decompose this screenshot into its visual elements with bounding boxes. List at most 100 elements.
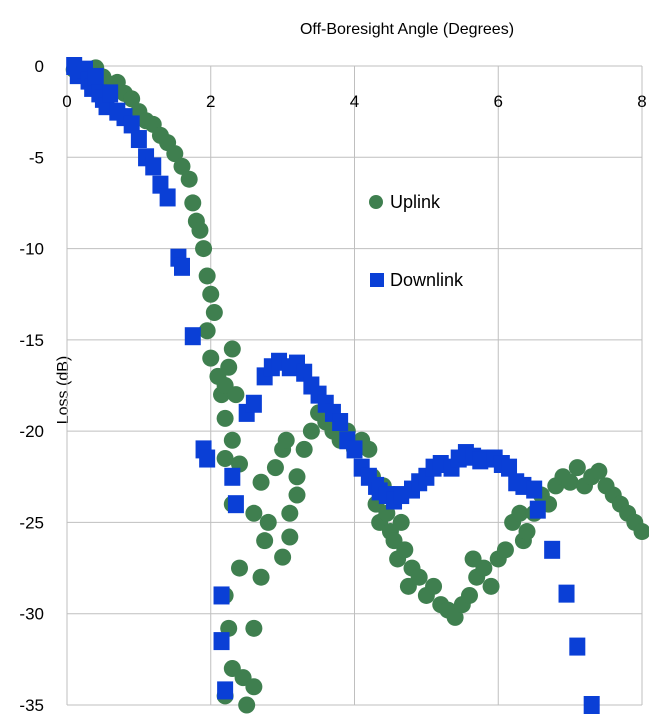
data-point-downlink: [224, 467, 241, 486]
data-point-uplink: [277, 431, 295, 449]
data-point-uplink: [266, 459, 284, 477]
legend-label-uplink: Uplink: [390, 192, 441, 212]
data-point-downlink: [529, 500, 546, 519]
data-point-uplink: [216, 450, 234, 468]
data-point-uplink: [475, 559, 493, 577]
data-point-uplink: [568, 459, 586, 477]
y-tick-label: -25: [19, 513, 44, 532]
data-point-downlink: [87, 67, 104, 86]
legend-item-uplink: Uplink: [369, 192, 441, 212]
legend-marker-uplink: [369, 195, 383, 209]
data-point-downlink: [199, 449, 216, 468]
data-point-uplink: [281, 504, 299, 522]
data-point-uplink: [561, 473, 579, 491]
legend: Uplink Downlink: [369, 192, 464, 290]
data-point-downlink: [332, 413, 349, 432]
data-point-uplink: [446, 608, 464, 626]
data-point-uplink: [425, 577, 443, 595]
data-point-downlink: [583, 696, 600, 714]
data-point-uplink: [302, 422, 320, 440]
legend-label-downlink: Downlink: [390, 270, 464, 290]
x-tick-label: 8: [637, 92, 646, 111]
data-point-downlink: [145, 157, 162, 176]
data-point-uplink: [227, 386, 245, 404]
y-tick-label: -35: [19, 696, 44, 715]
data-point-uplink: [288, 468, 306, 486]
x-tick-label: 2: [206, 92, 215, 111]
data-point-uplink: [231, 559, 248, 577]
data-point-uplink: [518, 523, 536, 541]
data-point-downlink: [102, 84, 119, 103]
data-point-uplink: [256, 532, 274, 550]
data-point-uplink: [173, 157, 191, 175]
data-point-uplink: [166, 145, 184, 163]
data-point-uplink: [252, 568, 270, 586]
data-point-uplink: [288, 486, 306, 504]
data-point-uplink: [511, 504, 529, 522]
data-point-uplink: [205, 303, 223, 321]
data-point-uplink: [252, 473, 270, 491]
y-tick-label: 0: [35, 57, 44, 76]
data-point-uplink: [198, 322, 216, 340]
data-point-downlink: [501, 458, 518, 477]
data-point-uplink: [184, 194, 202, 212]
x-tick-label: 0: [62, 92, 71, 111]
data-point-uplink: [396, 541, 414, 559]
data-point-downlink: [174, 257, 190, 276]
data-point-downlink: [184, 327, 201, 346]
data-point-uplink: [274, 548, 292, 566]
y-tick-label: -10: [19, 240, 44, 259]
data-point-uplink: [220, 358, 238, 376]
data-point-downlink: [217, 681, 234, 700]
data-point-downlink: [245, 394, 262, 413]
data-point-downlink: [227, 495, 244, 514]
y-tick-label: -15: [19, 331, 44, 350]
legend-item-downlink: Downlink: [370, 270, 464, 290]
data-point-downlink: [213, 632, 230, 651]
y-tick-label: -30: [19, 605, 44, 624]
data-point-downlink: [123, 115, 140, 134]
data-point-uplink: [245, 619, 263, 637]
data-point-downlink: [346, 440, 363, 459]
data-point-downlink: [159, 188, 176, 207]
data-point-uplink: [198, 267, 216, 285]
data-point-uplink: [191, 221, 209, 239]
data-point-downlink: [526, 480, 543, 499]
data-point-uplink: [590, 462, 608, 480]
data-point-uplink: [295, 440, 313, 458]
data-point-uplink: [245, 504, 263, 522]
data-point-uplink: [216, 409, 234, 427]
y-axis-title: Loss (dB): [55, 356, 72, 424]
data-point-uplink: [245, 678, 263, 696]
y-tick-label: -5: [29, 148, 44, 167]
x-axis-title: Off-Boresight Angle (Degrees): [300, 21, 514, 38]
data-point-uplink: [482, 577, 500, 595]
data-point-uplink: [238, 696, 256, 714]
data-point-uplink: [392, 513, 410, 531]
data-point-downlink: [569, 637, 586, 656]
data-point-downlink: [130, 130, 147, 149]
data-point-uplink: [496, 541, 514, 559]
data-point-uplink: [202, 285, 220, 303]
data-point-uplink: [123, 90, 141, 108]
data-point-downlink: [544, 540, 561, 559]
data-series: [65, 57, 649, 714]
data-point-uplink: [202, 349, 220, 367]
y-tick-label: -20: [19, 422, 44, 441]
data-point-uplink: [360, 440, 378, 458]
data-point-downlink: [213, 586, 230, 605]
data-point-uplink: [223, 340, 241, 358]
tick-labels: 0 2 4 6 8 0 -5 -10 -15 -20 -25 -30 -35: [19, 57, 646, 715]
x-tick-label: 4: [350, 92, 359, 111]
grid: [66, 65, 643, 706]
data-point-uplink: [281, 528, 299, 546]
legend-marker-downlink: [370, 273, 384, 287]
data-point-uplink: [410, 568, 428, 586]
data-point-uplink: [461, 586, 478, 604]
data-point-downlink: [558, 584, 575, 603]
data-point-uplink: [223, 431, 241, 449]
data-point-uplink: [259, 513, 277, 531]
data-point-uplink: [180, 170, 198, 188]
